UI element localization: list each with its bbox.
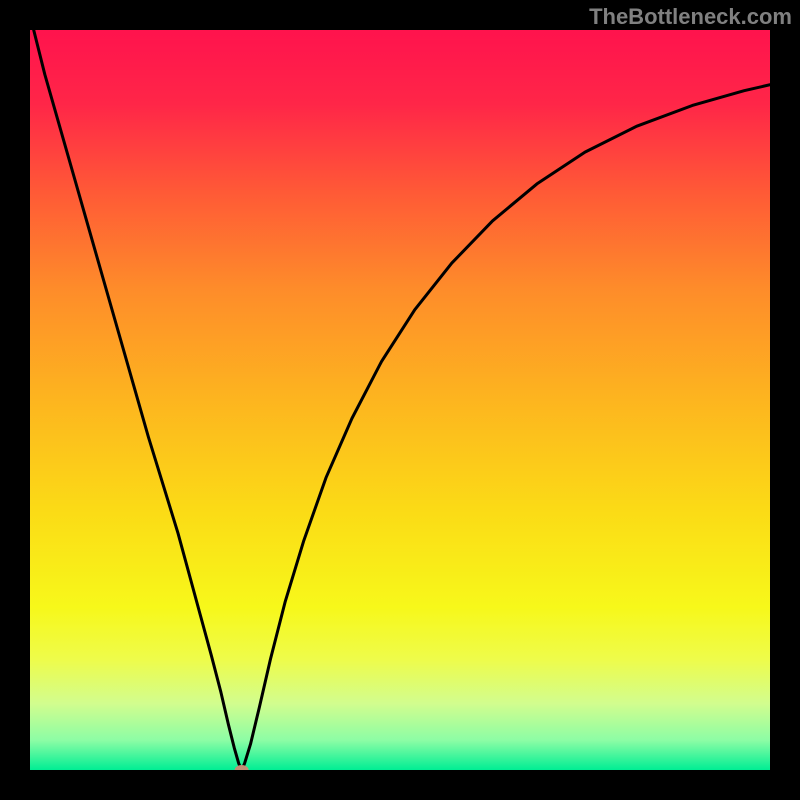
bottleneck-curve xyxy=(30,30,770,770)
plot-area xyxy=(30,30,770,770)
chart-frame: TheBottleneck.com xyxy=(0,0,800,800)
minimum-marker xyxy=(235,765,249,770)
watermark-text: TheBottleneck.com xyxy=(589,4,792,30)
